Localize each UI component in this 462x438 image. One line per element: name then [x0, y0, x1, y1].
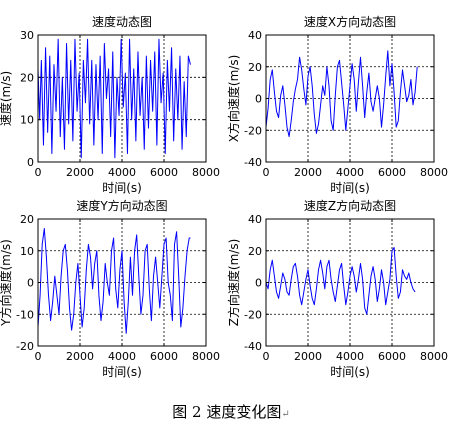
x-tick-label: 6000	[378, 350, 406, 363]
x-tick-label: 8000	[192, 350, 220, 363]
x-tick-label: 8000	[420, 350, 448, 363]
x-tick-label: 0	[263, 166, 270, 179]
series-line	[37, 228, 191, 334]
x-tick-label: 4000	[336, 166, 364, 179]
chart-title: 速度X方向动态图	[304, 14, 396, 29]
x-axis-label: 时间(s)	[102, 365, 142, 379]
x-tick-label: 2000	[66, 166, 94, 179]
y-tick-label: -20	[244, 308, 262, 321]
x-tick-label: 4000	[336, 350, 364, 363]
chart-2: 0 2000 4000 6000 8000 -40 -20 0 20 40 速度X方向动态图时间(s…	[226, 14, 448, 195]
y-tick-label: 40	[248, 213, 262, 226]
x-tick-label: 2000	[294, 350, 322, 363]
y-tick-label: 0	[27, 277, 34, 290]
x-axis-label: 时间(s)	[330, 181, 370, 195]
x-tick-label: 0	[35, 166, 42, 179]
y-tick-label: 10	[20, 245, 34, 258]
series-line	[265, 50, 418, 138]
y-tick-label: -20	[244, 124, 262, 137]
series-line	[37, 38, 191, 159]
chart-4: 0 2000 4000 6000 8000 -40 -20 0 20 40 速度Z方向动态图时间(s…	[226, 198, 448, 379]
y-tick-label: -40	[244, 156, 262, 169]
y-axis-label: X方向速度(m/s)	[226, 55, 241, 143]
y-axis-label: 速度(m/s)	[0, 71, 13, 126]
y-tick-label: 40	[248, 29, 262, 42]
x-tick-label: 6000	[378, 166, 406, 179]
y-tick-label: 0	[255, 277, 262, 290]
y-tick-label: -20	[16, 340, 34, 353]
y-tick-label: 20	[248, 61, 262, 74]
chart-3: 0 2000 4000 6000 8000 -20 -10 0 10 20 速度Y方向动态图时间(s…	[0, 198, 220, 379]
x-tick-label: 6000	[150, 166, 178, 179]
series-line	[265, 247, 416, 315]
x-tick-label: 8000	[420, 166, 448, 179]
y-axis-label: Z方向速度(m/s)	[226, 239, 241, 327]
y-tick-label: 20	[248, 245, 262, 258]
x-axis-label: 时间(s)	[330, 365, 370, 379]
y-tick-label: -10	[16, 308, 34, 321]
y-tick-label: 0	[27, 156, 34, 169]
chart-title: 速度Y方向动态图	[76, 198, 167, 213]
y-tick-label: 10	[20, 114, 34, 127]
x-tick-label: 2000	[294, 166, 322, 179]
y-axis-label: Y方向速度(m/s)	[0, 239, 13, 327]
y-tick-label: 0	[255, 93, 262, 106]
x-tick-label: 4000	[108, 166, 136, 179]
chart-title: 速度动态图	[92, 14, 152, 29]
figure-caption: 图 2 速度变化图↵	[172, 403, 290, 421]
x-tick-label: 0	[35, 350, 42, 363]
y-tick-label: 20	[20, 213, 34, 226]
x-tick-label: 4000	[108, 350, 136, 363]
y-tick-label: 30	[20, 29, 34, 42]
y-tick-label: 20	[20, 71, 34, 84]
x-tick-label: 6000	[150, 350, 178, 363]
x-axis-label: 时间(s)	[102, 181, 142, 195]
chart-title: 速度Z方向动态图	[304, 198, 396, 213]
x-tick-label: 2000	[66, 350, 94, 363]
y-tick-label: -40	[244, 340, 262, 353]
x-tick-label: 8000	[192, 166, 220, 179]
x-tick-label: 0	[263, 350, 270, 363]
paragraph-mark-icon: ↵	[281, 409, 290, 420]
